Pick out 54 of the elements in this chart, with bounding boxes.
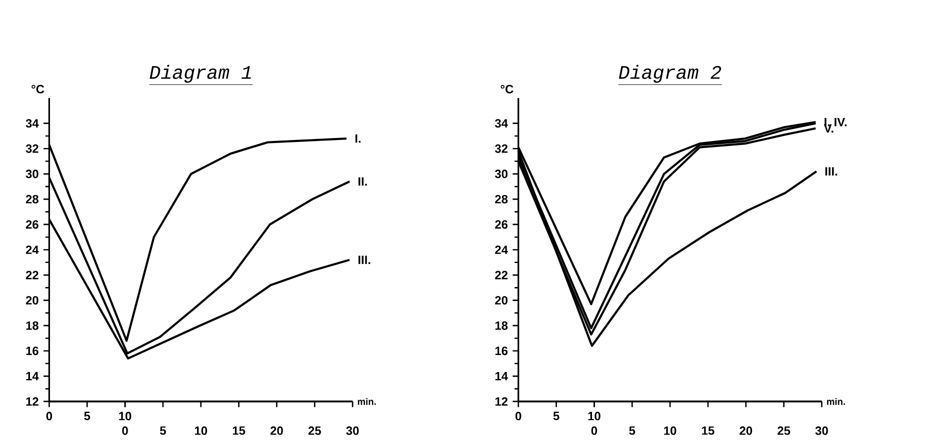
y-tick-label: 24 xyxy=(495,246,508,254)
y-tick-label: 30 xyxy=(26,170,38,178)
y-tick-label: 20 xyxy=(495,296,508,305)
y-tick-label: 28 xyxy=(26,194,38,204)
y-tick-label: 18 xyxy=(495,321,508,330)
y-tick-label: 22 xyxy=(495,270,508,280)
y-tick-label: 16 xyxy=(26,346,38,356)
chart-title: Diagram 2 xyxy=(618,64,722,83)
series-label: III. xyxy=(358,256,370,264)
x2-tick-label: 30 xyxy=(346,426,359,435)
x-tick-label: 10 xyxy=(119,412,132,420)
y-tick-label: 32 xyxy=(26,144,38,153)
x2-tick-label: 5 xyxy=(629,426,636,435)
x-axis-title: min. xyxy=(358,398,376,405)
y-axis-title: °C xyxy=(32,84,44,94)
x2-tick-label: 20 xyxy=(740,426,752,435)
x2-tick-label: 5 xyxy=(160,426,166,435)
x-tick-label: 10 xyxy=(588,412,600,420)
y-axis-title: °C xyxy=(500,84,514,94)
y-tick-label: 32 xyxy=(494,144,508,153)
y-tick-label: 30 xyxy=(494,170,508,178)
series-label: I. xyxy=(355,134,360,143)
x-tick-label: 0 xyxy=(46,412,52,420)
chart-title: Diagram 1 xyxy=(150,64,251,83)
x2-tick-label: 20 xyxy=(270,426,283,435)
y-tick-label: 12 xyxy=(26,397,38,406)
x2-tick-label: 15 xyxy=(702,426,714,435)
series-label: II. xyxy=(358,177,367,186)
y-tick-label: 14 xyxy=(26,372,39,380)
x2-tick-label: 25 xyxy=(778,426,790,435)
y-tick-label: 22 xyxy=(26,270,38,280)
y-tick-label: 14 xyxy=(495,372,508,380)
y-tick-label: 34 xyxy=(26,119,39,128)
y-tick-label: 34 xyxy=(494,119,508,128)
x2-tick-label: 0 xyxy=(122,426,128,435)
x-axis-title: min. xyxy=(827,398,845,405)
x2-tick-label: 10 xyxy=(664,426,676,435)
x-tick-label: 5 xyxy=(553,412,560,420)
x2-tick-label: 0 xyxy=(591,426,598,435)
y-tick-label: 26 xyxy=(26,220,38,229)
x2-tick-label: 10 xyxy=(194,426,208,435)
y-tick-label: 18 xyxy=(26,321,38,330)
y-tick-label: 16 xyxy=(495,346,508,356)
x2-tick-label: 15 xyxy=(232,426,246,435)
y-tick-label: 20 xyxy=(26,296,38,305)
x2-tick-label: 25 xyxy=(308,426,321,435)
x-tick-label: 5 xyxy=(84,412,90,420)
y-tick-label: 12 xyxy=(495,397,508,406)
x-tick-label: 0 xyxy=(516,412,522,420)
series-label: III. xyxy=(825,167,838,176)
y-tick-label: 24 xyxy=(26,246,39,254)
y-tick-label: 26 xyxy=(495,220,508,229)
y-tick-label: 28 xyxy=(495,194,508,204)
x2-tick-label: 30 xyxy=(815,426,828,435)
